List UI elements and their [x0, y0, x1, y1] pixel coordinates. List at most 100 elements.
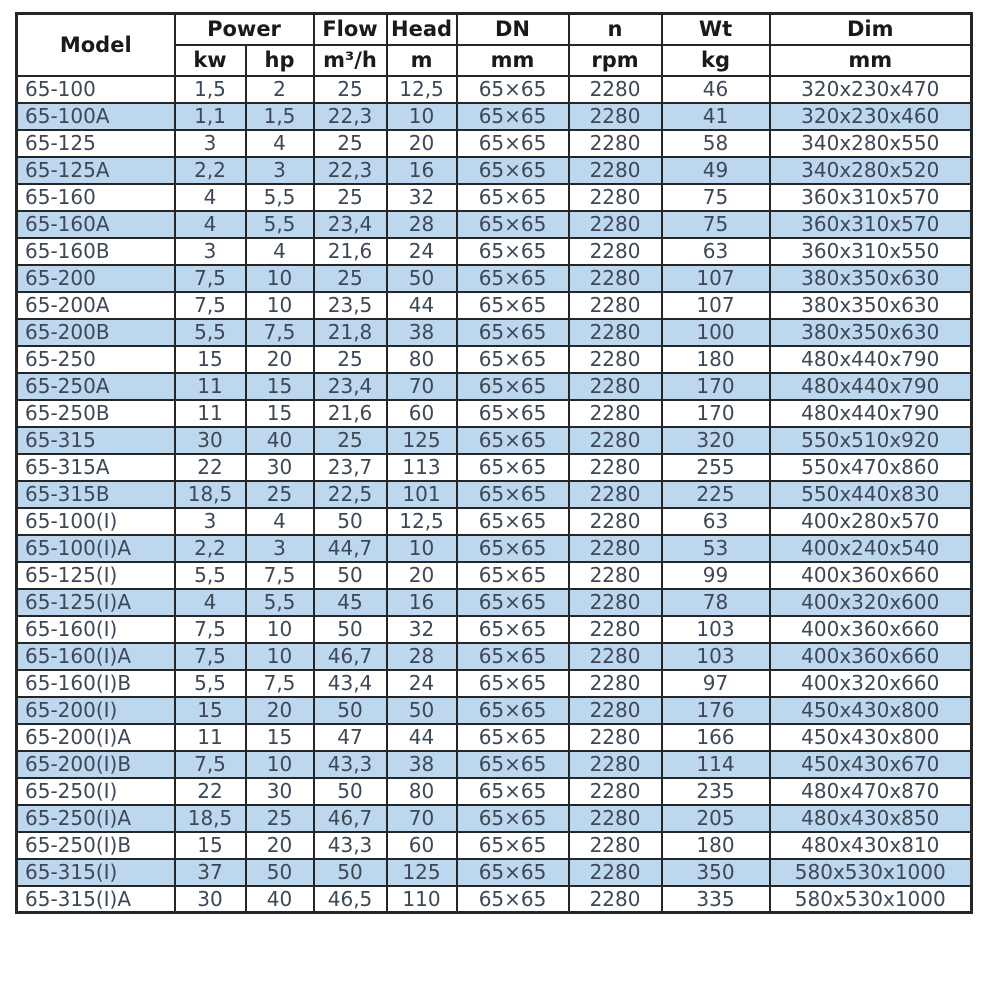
dn-cell: 65×65	[455, 776, 570, 806]
dn-cell: 65×65	[455, 641, 570, 671]
dim-cell: 340x280x550	[768, 128, 973, 158]
power-kw-cell: 7,5	[173, 263, 247, 293]
model-cell: 65-160(I)B	[15, 668, 176, 698]
rpm-cell: 2280	[567, 722, 663, 752]
dn-cell: 65×65	[455, 749, 570, 779]
model-cell: 65-160(I)	[15, 614, 176, 644]
dim-cell: 580x530x1000	[768, 884, 973, 914]
power-kw-cell: 5,5	[173, 668, 247, 698]
dim-cell: 400x240x540	[768, 533, 973, 563]
model-cell: 65-250	[15, 344, 176, 374]
flow-cell: 21,6	[312, 398, 388, 428]
rpm-cell: 2280	[567, 425, 663, 455]
power-hp-cell: 1,5	[244, 101, 315, 131]
model-cell: 65-160A	[15, 209, 176, 239]
dn-cell: 65×65	[455, 101, 570, 131]
head-cell: 12,5	[385, 74, 458, 104]
table-row: 65-160B 3 4 21,6 24 65×65 2280 63 360x310x550	[15, 236, 973, 266]
power-hp-cell: 7,5	[244, 317, 315, 347]
head-cell: 80	[385, 344, 458, 374]
flow-cell: 45	[312, 587, 388, 617]
table-row: 65-160A 4 5,5 23,4 28 65×65 2280 75 360x310x570	[15, 209, 973, 239]
dim-cell: 480x440x790	[768, 398, 973, 428]
power-hp-cell: 10	[244, 263, 315, 293]
model-cell: 65-250(I)A	[15, 803, 176, 833]
table-row: 65-250A 11 15 23,4 70 65×65 2280 170 480x440x790	[15, 371, 973, 401]
flow-cell: 21,8	[312, 317, 388, 347]
rpm-cell: 2280	[567, 344, 663, 374]
head-cell: 32	[385, 614, 458, 644]
table-row: 65-315 30 40 25 125 65×65 2280 320 550x510x920	[15, 425, 973, 455]
head-cell: 50	[385, 263, 458, 293]
flow-cell: 47	[312, 722, 388, 752]
flow-cell: 23,4	[312, 371, 388, 401]
dn-cell: 65×65	[455, 560, 570, 590]
model-cell: 65-200B	[15, 317, 176, 347]
weight-cell: 97	[660, 668, 771, 698]
col-header-n: n	[567, 12, 663, 46]
table-row: 65-200(I) 15 20 50 50 65×65 2280 176 450x430x800	[15, 695, 973, 725]
weight-cell: 63	[660, 236, 771, 266]
power-hp-cell: 40	[244, 425, 315, 455]
head-cell: 28	[385, 209, 458, 239]
flow-cell: 25	[312, 425, 388, 455]
rpm-cell: 2280	[567, 587, 663, 617]
head-cell: 60	[385, 830, 458, 860]
dn-cell: 65×65	[455, 668, 570, 698]
weight-cell: 107	[660, 290, 771, 320]
head-cell: 10	[385, 101, 458, 131]
flow-cell: 25	[312, 344, 388, 374]
flow-cell: 46,7	[312, 803, 388, 833]
head-cell: 38	[385, 749, 458, 779]
table-row: 65-315A 22 30 23,7 113 65×65 2280 255 550x470x86…	[15, 452, 973, 482]
power-kw-cell: 11	[173, 398, 247, 428]
power-kw-cell: 11	[173, 722, 247, 752]
table-row: 65-125(I) 5,5 7,5 50 20 65×65 2280 99 400x360x66…	[15, 560, 973, 590]
flow-cell: 43,3	[312, 749, 388, 779]
power-hp-cell: 10	[244, 614, 315, 644]
model-cell: 65-315(I)A	[15, 884, 176, 914]
rpm-cell: 2280	[567, 371, 663, 401]
table-body: 65-100 1,5 2 25 12,5 65×65 2280 46 320x230x470 65…	[15, 74, 973, 914]
weight-cell: 255	[660, 452, 771, 482]
model-cell: 65-200(I)A	[15, 722, 176, 752]
power-kw-cell: 2,2	[173, 155, 247, 185]
table-row: 65-250(I)A 18,5 25 46,7 70 65×65 2280 205 480x43…	[15, 803, 973, 833]
header-row-units: kw hp m³/h m mm rpm kg mm	[17, 43, 973, 77]
dim-cell: 360x310x550	[768, 236, 973, 266]
flow-cell: 44,7	[312, 533, 388, 563]
head-cell: 60	[385, 398, 458, 428]
weight-cell: 170	[660, 398, 771, 428]
dim-cell: 380x350x630	[768, 263, 973, 293]
power-kw-cell: 30	[173, 425, 247, 455]
dim-cell: 400x360x660	[768, 614, 973, 644]
power-hp-cell: 10	[244, 290, 315, 320]
weight-cell: 75	[660, 182, 771, 212]
dn-cell: 65×65	[455, 884, 570, 914]
dn-cell: 65×65	[455, 857, 570, 887]
power-hp-cell: 30	[244, 452, 315, 482]
weight-cell: 103	[660, 614, 771, 644]
dn-cell: 65×65	[455, 452, 570, 482]
power-hp-cell: 3	[244, 155, 315, 185]
dn-cell: 65×65	[455, 506, 570, 536]
model-cell: 65-250A	[15, 371, 176, 401]
dn-cell: 65×65	[455, 182, 570, 212]
weight-cell: 180	[660, 344, 771, 374]
table-row: 65-315(I) 37 50 50 125 65×65 2280 350 580x530x10…	[15, 857, 973, 887]
weight-cell: 320	[660, 425, 771, 455]
table-row: 65-160(I) 7,5 10 50 32 65×65 2280 103 400x360x66…	[15, 614, 973, 644]
pump-spec-table: Model Power Flow Head DN n Wt Dim kw hp …	[15, 12, 974, 914]
head-cell: 70	[385, 803, 458, 833]
flow-cell: 22,3	[312, 101, 388, 131]
table-row: 65-100 1,5 2 25 12,5 65×65 2280 46 320x230x470	[15, 74, 973, 104]
flow-cell: 21,6	[312, 236, 388, 266]
table-row: 65-315(I)A 30 40 46,5 110 65×65 2280 335 580x530…	[15, 884, 973, 914]
unit-header-dn: mm	[455, 43, 570, 77]
flow-cell: 50	[312, 857, 388, 887]
dim-cell: 340x280x520	[768, 155, 973, 185]
rpm-cell: 2280	[567, 452, 663, 482]
weight-cell: 103	[660, 641, 771, 671]
head-cell: 12,5	[385, 506, 458, 536]
model-cell: 65-200(I)B	[15, 749, 176, 779]
